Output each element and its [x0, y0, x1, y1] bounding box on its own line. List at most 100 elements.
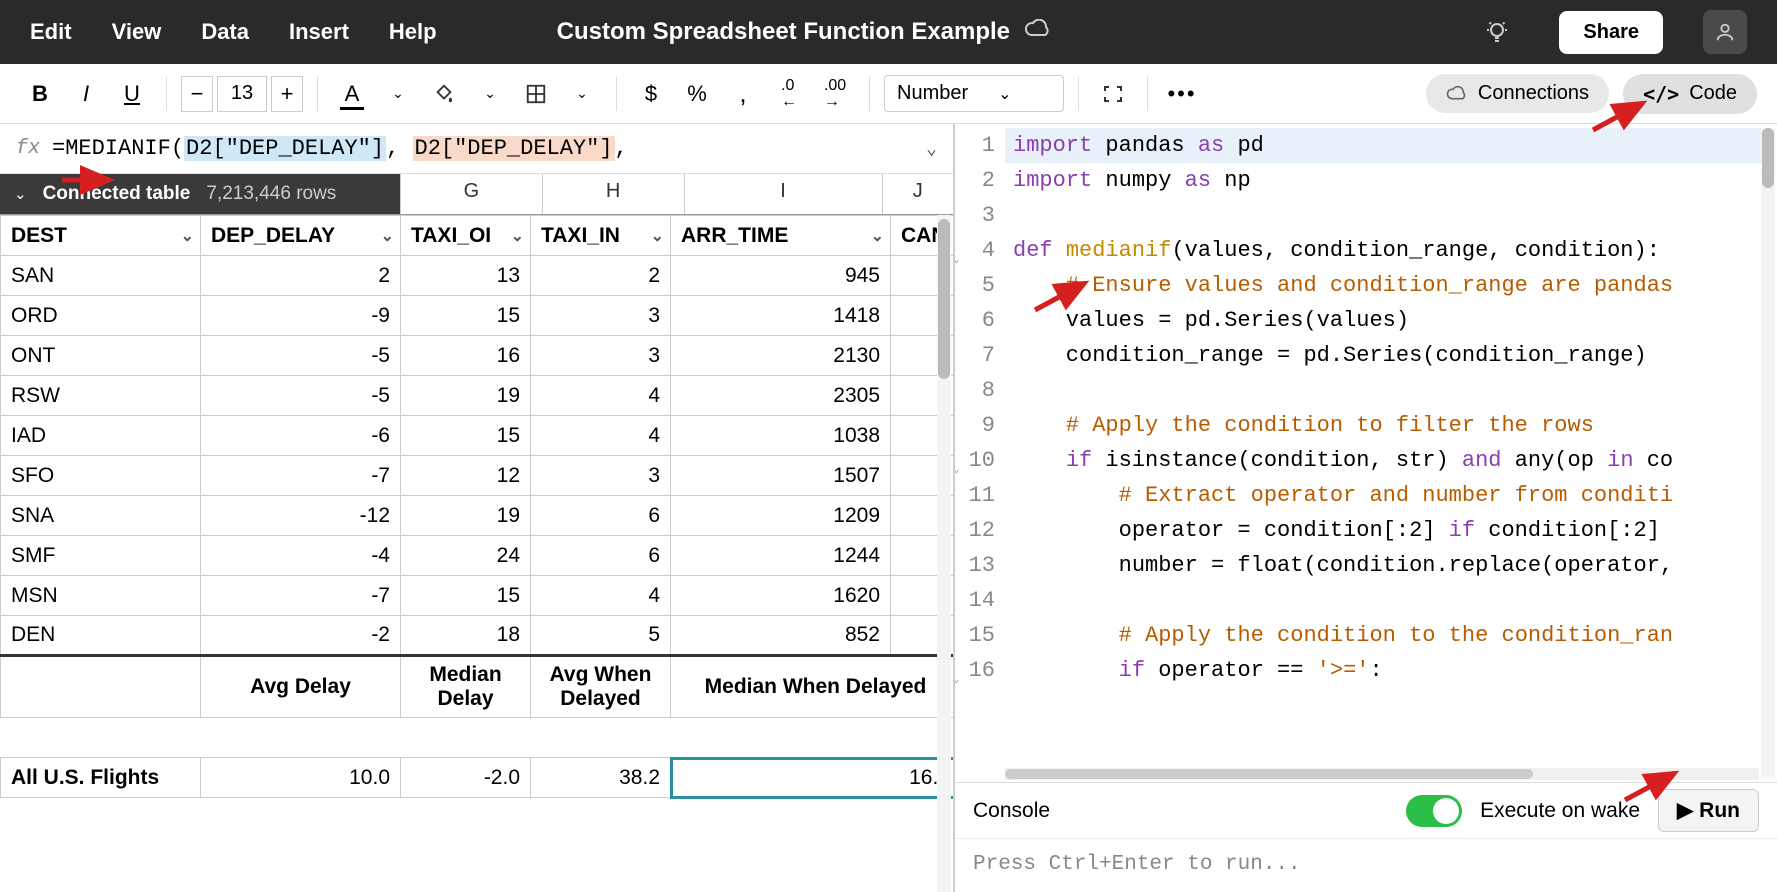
- chevron-down-icon[interactable]: ⌄: [871, 226, 884, 246]
- cell[interactable]: RSW: [1, 376, 201, 416]
- italic-button[interactable]: I: [66, 74, 106, 114]
- fill-color-dropdown-icon[interactable]: ⌄: [470, 74, 510, 114]
- cell[interactable]: 852: [671, 616, 891, 656]
- table-row[interactable]: DEN-2185852: [1, 616, 954, 656]
- chevron-down-icon[interactable]: ⌄: [181, 226, 194, 246]
- run-button[interactable]: ▶ Run: [1658, 789, 1759, 832]
- cell[interactable]: 1244: [671, 536, 891, 576]
- cell[interactable]: IAD: [1, 416, 201, 456]
- chevron-down-icon[interactable]: ⌄: [511, 226, 524, 246]
- cell[interactable]: 16: [401, 336, 531, 376]
- cell[interactable]: 19: [401, 376, 531, 416]
- cell[interactable]: 12: [401, 456, 531, 496]
- col-letter[interactable]: J: [882, 174, 953, 214]
- font-size-input[interactable]: [217, 76, 267, 112]
- menu-insert[interactable]: Insert: [289, 19, 349, 45]
- cell[interactable]: -12: [201, 496, 401, 536]
- cell[interactable]: 1620: [671, 576, 891, 616]
- cell[interactable]: -7: [201, 576, 401, 616]
- cell[interactable]: -4: [201, 536, 401, 576]
- cell[interactable]: 19: [401, 496, 531, 536]
- cell[interactable]: 15: [401, 576, 531, 616]
- font-size-stepper[interactable]: − +: [181, 76, 303, 112]
- menu-view[interactable]: View: [112, 19, 162, 45]
- console-input[interactable]: Press Ctrl+Enter to run...: [955, 838, 1777, 892]
- cell[interactable]: 1209: [671, 496, 891, 536]
- cell[interactable]: 945: [671, 256, 891, 296]
- col-header[interactable]: ARR_TIME⌄: [671, 216, 891, 256]
- cell[interactable]: 15: [401, 416, 531, 456]
- summary-cell[interactable]: 38.2: [531, 758, 671, 798]
- col-header[interactable]: TAXI_OI⌄: [401, 216, 531, 256]
- vertical-scrollbar[interactable]: [937, 215, 951, 892]
- user-avatar-icon[interactable]: [1703, 10, 1747, 54]
- cell[interactable]: 15: [401, 296, 531, 336]
- fill-color-button[interactable]: [424, 74, 464, 114]
- table-row[interactable]: SFO-71231507: [1, 456, 954, 496]
- cell[interactable]: -2: [201, 616, 401, 656]
- formula-collapse-icon[interactable]: ⌄: [926, 138, 937, 160]
- hints-icon[interactable]: [1475, 10, 1519, 54]
- cell[interactable]: SMF: [1, 536, 201, 576]
- expand-button[interactable]: [1093, 74, 1133, 114]
- cell[interactable]: 18: [401, 616, 531, 656]
- col-letter[interactable]: H: [542, 174, 684, 214]
- comma-button[interactable]: ,: [723, 74, 763, 114]
- table-row[interactable]: ONT-51632130: [1, 336, 954, 376]
- cell[interactable]: 3: [531, 296, 671, 336]
- code-editor[interactable]: 1234⌄5678910⌄111213141516⌄ import pandas…: [955, 124, 1777, 782]
- cell[interactable]: 1038: [671, 416, 891, 456]
- editor-vertical-scrollbar[interactable]: [1761, 128, 1775, 778]
- spreadsheet-grid[interactable]: DEST⌄ DEP_DELAY⌄ TAXI_OI⌄ TAXI_IN⌄ ARR_T…: [0, 215, 953, 892]
- table-row[interactable]: SMF-42461244: [1, 536, 954, 576]
- cell[interactable]: 2: [531, 256, 671, 296]
- summary-cell[interactable]: -2.0: [401, 758, 531, 798]
- table-row[interactable]: SNA-121961209: [1, 496, 954, 536]
- cell[interactable]: SFO: [1, 456, 201, 496]
- table-row[interactable]: ORD-91531418: [1, 296, 954, 336]
- currency-button[interactable]: $: [631, 74, 671, 114]
- cell[interactable]: SAN: [1, 256, 201, 296]
- editor-horizontal-scrollbar[interactable]: [1005, 768, 1759, 780]
- code-body[interactable]: import pandas as pdimport numpy as np de…: [1005, 124, 1777, 782]
- cell[interactable]: 3: [531, 336, 671, 376]
- code-toggle-button[interactable]: </> Code: [1623, 74, 1757, 114]
- connections-button[interactable]: Connections: [1426, 74, 1609, 113]
- cell[interactable]: 1418: [671, 296, 891, 336]
- underline-button[interactable]: U: [112, 74, 152, 114]
- col-header[interactable]: DEP_DELAY⌄: [201, 216, 401, 256]
- col-header[interactable]: DEST⌄: [1, 216, 201, 256]
- decrease-decimal-button[interactable]: .0←: [769, 74, 809, 114]
- text-color-dropdown-icon[interactable]: ⌄: [378, 74, 418, 114]
- table-row[interactable]: MSN-71541620: [1, 576, 954, 616]
- bold-button[interactable]: B: [20, 74, 60, 114]
- cell[interactable]: 4: [531, 416, 671, 456]
- cell[interactable]: 4: [531, 376, 671, 416]
- cell[interactable]: 6: [531, 496, 671, 536]
- table-row[interactable]: RSW-51942305: [1, 376, 954, 416]
- cell[interactable]: 4: [531, 576, 671, 616]
- number-format-dropdown[interactable]: Number ⌄: [884, 75, 1064, 112]
- col-letter[interactable]: I: [684, 174, 882, 214]
- borders-button[interactable]: [516, 74, 556, 114]
- borders-dropdown-icon[interactable]: ⌄: [562, 74, 602, 114]
- col-header[interactable]: TAXI_IN⌄: [531, 216, 671, 256]
- cell[interactable]: MSN: [1, 576, 201, 616]
- font-size-increase[interactable]: +: [271, 76, 303, 112]
- cell[interactable]: 1507: [671, 456, 891, 496]
- cell[interactable]: DEN: [1, 616, 201, 656]
- connected-table-banner[interactable]: ⌄ Connected table 7,213,446 rows: [0, 174, 400, 214]
- col-letter[interactable]: G: [400, 174, 542, 214]
- table-row[interactable]: IAD-61541038: [1, 416, 954, 456]
- menu-help[interactable]: Help: [389, 19, 437, 45]
- cell[interactable]: 2305: [671, 376, 891, 416]
- cell[interactable]: -6: [201, 416, 401, 456]
- percent-button[interactable]: %: [677, 74, 717, 114]
- chevron-down-icon[interactable]: ⌄: [651, 226, 664, 246]
- more-button[interactable]: •••: [1162, 74, 1202, 114]
- menu-edit[interactable]: Edit: [30, 19, 72, 45]
- formula-text[interactable]: =MEDIANIF(D2["DEP_DELAY"], D2["DEP_DELAY…: [52, 136, 914, 161]
- selected-cell[interactable]: 16.0: [671, 758, 954, 798]
- share-button[interactable]: Share: [1559, 11, 1663, 54]
- cell[interactable]: -9: [201, 296, 401, 336]
